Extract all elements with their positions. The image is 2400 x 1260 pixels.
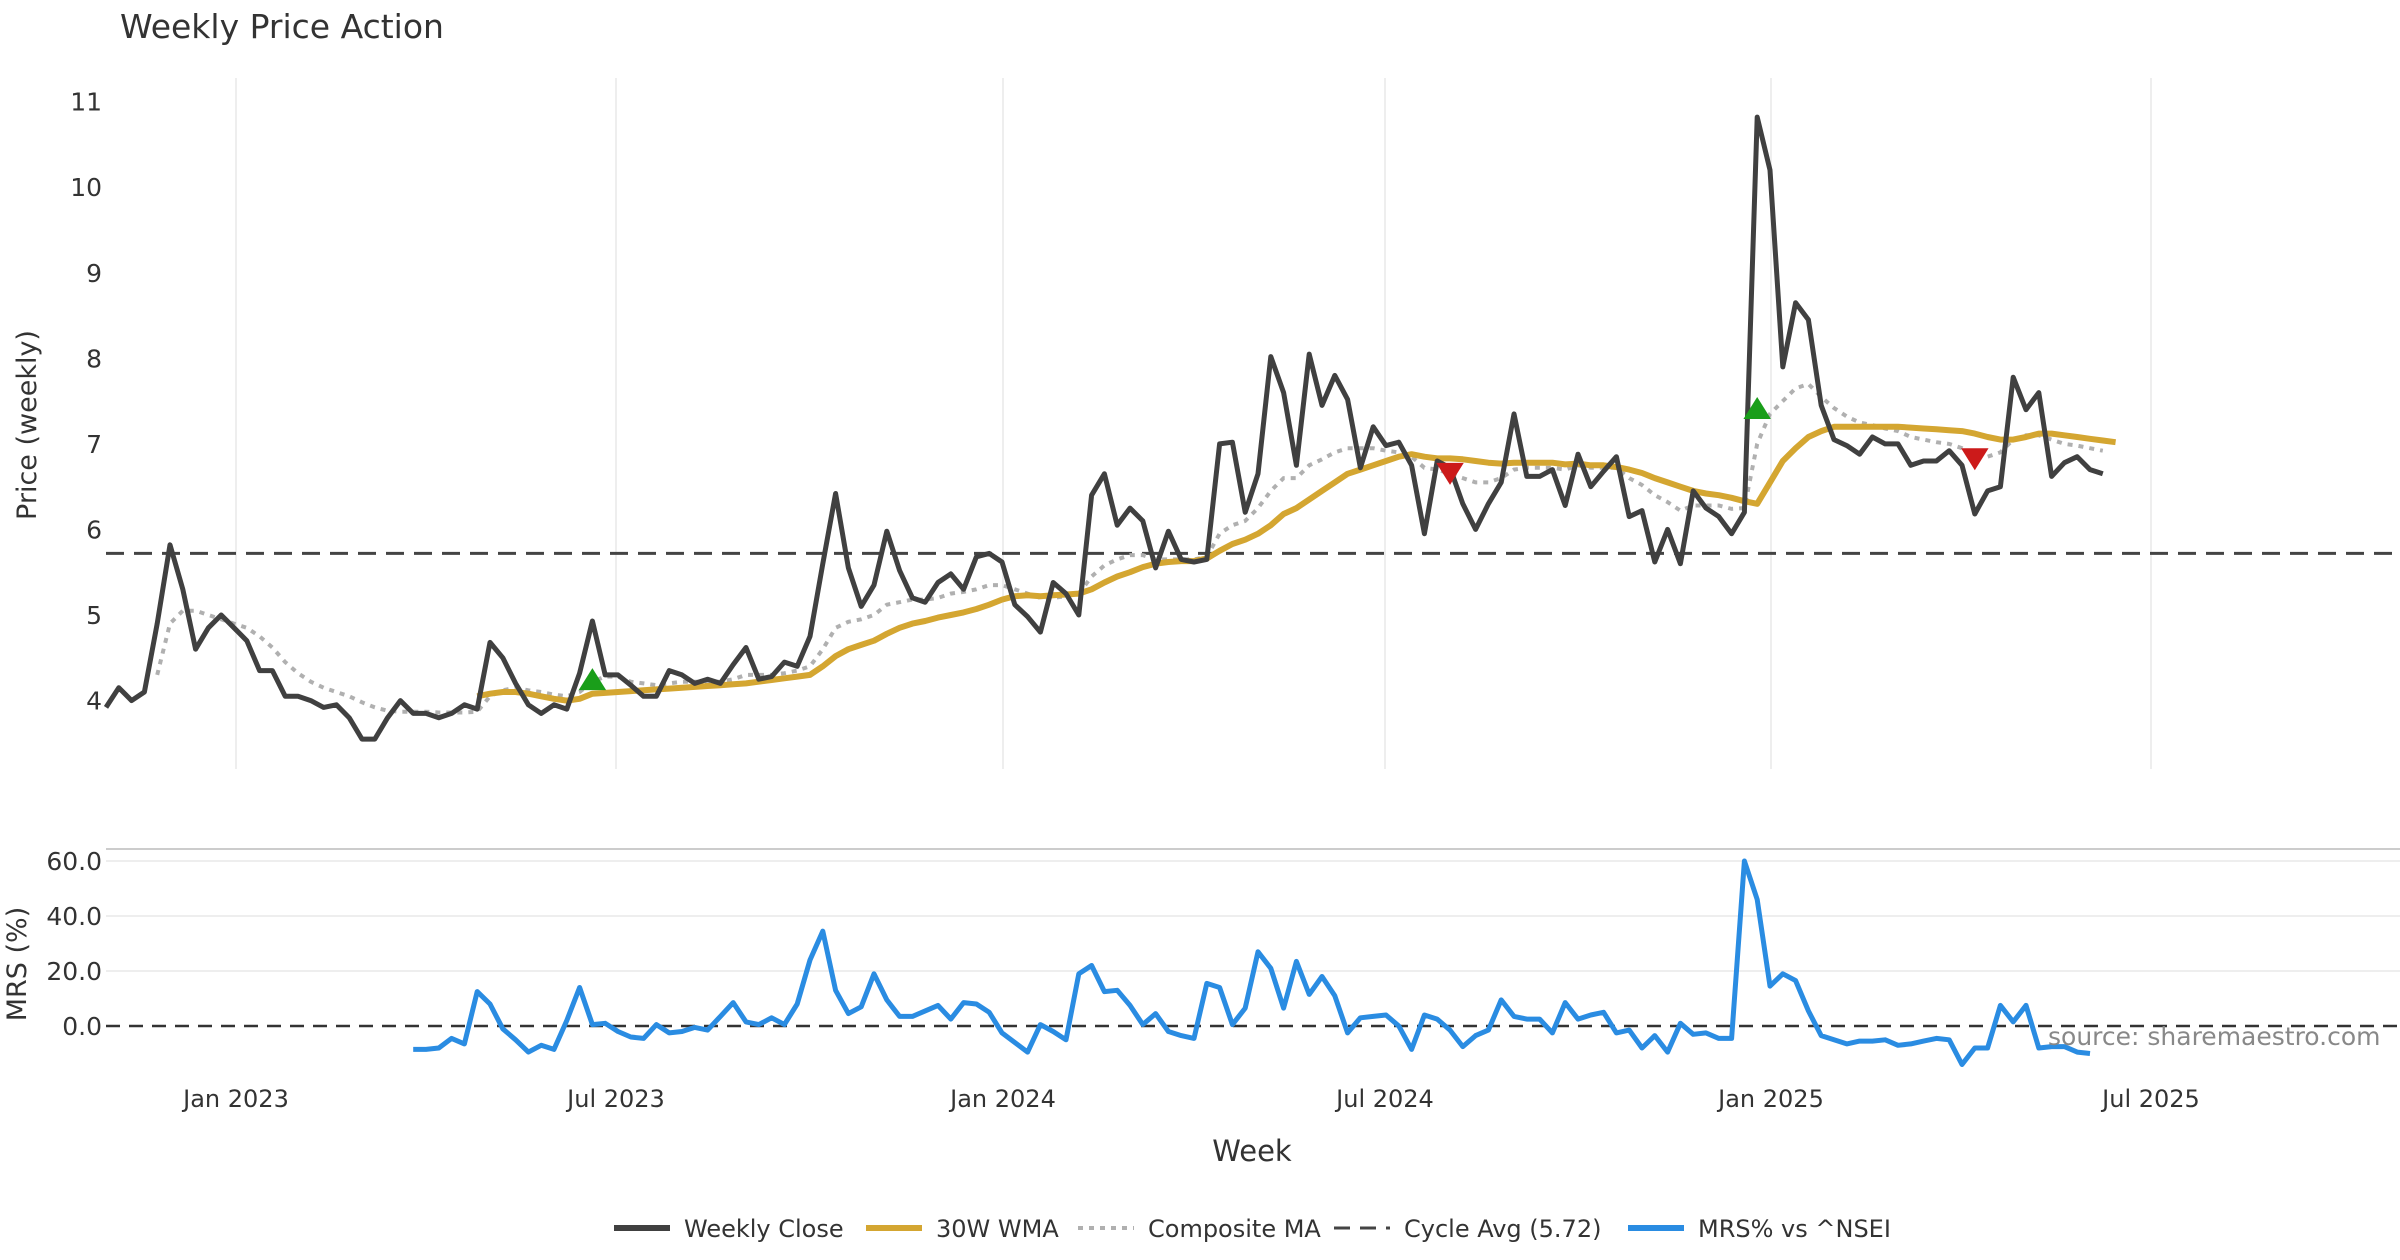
price-y-ticks: 4 5 6 7 8 9 10 11 xyxy=(70,88,102,716)
mrs-y-tick-label: 40.0 xyxy=(46,902,102,931)
mrs-y-axis-label: MRS (%) xyxy=(2,907,33,1022)
price-y-tick-label: 6 xyxy=(86,515,102,544)
x-axis-label: Week xyxy=(1212,1134,1292,1168)
mrs-y-tick-label: 60.0 xyxy=(46,847,102,876)
price-y-tick-label: 10 xyxy=(70,173,102,202)
mrs-panel: 0.0 20.0 40.0 60.0 MRS (%) source: sharemae… xyxy=(2,847,2400,1067)
buy-signal-marker xyxy=(578,668,607,691)
price-y-tick-label: 4 xyxy=(86,687,102,716)
buy-signal-marker xyxy=(1743,396,1771,419)
legend-label-composite: Composite MA xyxy=(1148,1215,1321,1243)
composite-ma-line xyxy=(155,381,2104,715)
x-tick-label: Jul 2025 xyxy=(2100,1085,2200,1113)
mrs-line xyxy=(413,858,2091,1067)
wma-30w-line xyxy=(476,423,2116,704)
mrs-y-tick-label: 0.0 xyxy=(62,1012,102,1041)
price-y-tick-label: 11 xyxy=(70,88,102,117)
mrs-y-tick-label: 20.0 xyxy=(46,957,102,986)
signal-markers xyxy=(578,396,1989,691)
x-tick-label: Jul 2023 xyxy=(565,1085,665,1113)
price-panel: 4 5 6 7 8 9 10 11 Price (weekly) xyxy=(12,78,2400,769)
sell-signal-marker xyxy=(1961,448,1989,471)
x-axis-ticks: Jan 2023 Jul 2023 Jan 2024 Jul 2024 Jan 2025… xyxy=(181,1085,2200,1113)
x-tick-label: Jul 2024 xyxy=(1334,1085,1434,1113)
weekly-close-line xyxy=(103,114,2104,742)
price-y-tick-label: 9 xyxy=(86,259,102,288)
mrs-grid xyxy=(106,860,2400,972)
legend-label-wma: 30W WMA xyxy=(936,1215,1059,1243)
x-tick-label: Jan 2025 xyxy=(1716,1085,1824,1113)
price-y-axis-label: Price (weekly) xyxy=(12,330,43,520)
x-tick-label: Jan 2024 xyxy=(948,1085,1056,1113)
x-tick-label: Jan 2023 xyxy=(181,1085,289,1113)
legend-label-cycle: Cycle Avg (5.72) xyxy=(1404,1215,1601,1243)
legend-label-close: Weekly Close xyxy=(684,1215,844,1243)
price-y-tick-label: 7 xyxy=(86,430,102,459)
mrs-y-ticks: 0.0 20.0 40.0 60.0 xyxy=(46,847,102,1041)
legend-label-mrs: MRS% vs ^NSEI xyxy=(1698,1215,1891,1243)
price-y-tick-label: 8 xyxy=(86,344,102,373)
chart-title: Weekly Price Action xyxy=(120,7,444,46)
source-note: source: sharemaestro.com xyxy=(2048,1022,2381,1051)
legend: Weekly Close 30W WMA Composite MA Cycle Avg… xyxy=(614,1215,1891,1243)
sell-signal-marker xyxy=(1436,462,1464,485)
price-y-tick-label: 5 xyxy=(86,601,102,630)
